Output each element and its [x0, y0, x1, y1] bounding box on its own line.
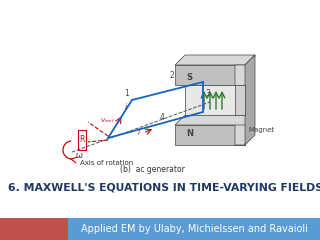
Text: i: i — [138, 128, 140, 137]
Polygon shape — [175, 65, 245, 85]
Text: 2: 2 — [170, 71, 174, 80]
Polygon shape — [235, 85, 245, 115]
Bar — [68, 218, 320, 240]
Polygon shape — [185, 85, 245, 115]
Bar — [0, 218, 68, 240]
Polygon shape — [175, 125, 245, 145]
Text: Applied EM by Ulaby, Michielssen and Ravaioli: Applied EM by Ulaby, Michielssen and Rav… — [81, 224, 308, 234]
Text: 4: 4 — [160, 113, 164, 122]
Text: Magnet: Magnet — [248, 127, 274, 133]
Text: $V_{emf}$: $V_{emf}$ — [100, 116, 115, 125]
Text: S: S — [186, 72, 192, 82]
Text: (b)  ac generator: (b) ac generator — [120, 165, 184, 174]
Polygon shape — [175, 55, 255, 65]
Polygon shape — [245, 55, 255, 145]
Polygon shape — [235, 65, 245, 145]
Polygon shape — [175, 115, 255, 125]
Text: N: N — [186, 130, 193, 138]
Text: ω: ω — [76, 151, 83, 160]
Text: Axis of rotation: Axis of rotation — [80, 160, 133, 166]
Text: 3: 3 — [205, 89, 211, 98]
Text: 6. MAXWELL'S EQUATIONS IN TIME-VARYING FIELDS: 6. MAXWELL'S EQUATIONS IN TIME-VARYING F… — [8, 183, 320, 193]
Bar — [78, 130, 86, 150]
Text: R: R — [79, 136, 85, 144]
Text: 1: 1 — [124, 89, 129, 98]
Text: i: i — [125, 103, 127, 112]
Polygon shape — [235, 55, 255, 145]
